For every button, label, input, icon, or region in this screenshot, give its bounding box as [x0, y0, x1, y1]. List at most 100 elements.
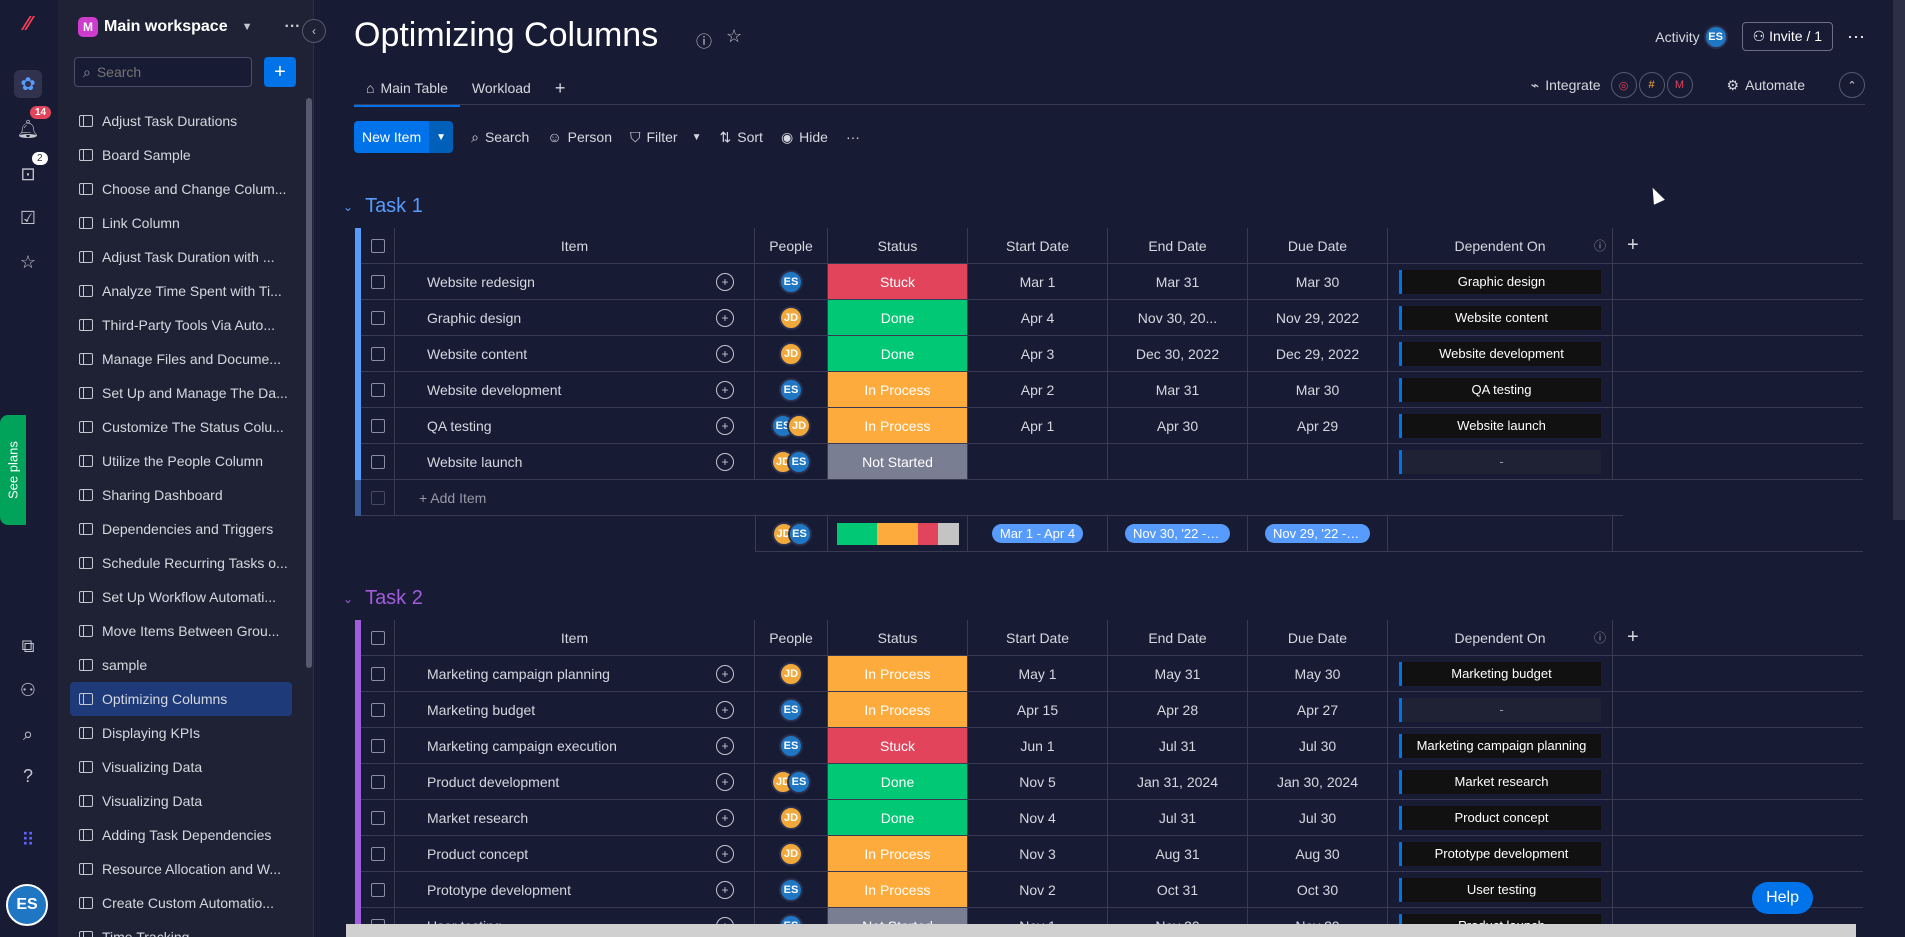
- invite-members-icon[interactable]: ⚇: [19, 679, 37, 700]
- start-date-cell[interactable]: Nov 2: [968, 872, 1108, 908]
- status-label[interactable]: Stuck: [828, 264, 967, 299]
- status-cell[interactable]: In Process: [828, 692, 968, 728]
- sort-button[interactable]: ⇅ Sort: [720, 129, 763, 146]
- end-date-cell[interactable]: Dec 30, 2022: [1108, 336, 1248, 372]
- column-header-item[interactable]: Item: [395, 620, 755, 656]
- dependency-chip[interactable]: Product concept: [1399, 805, 1601, 830]
- search-button[interactable]: ⌕ Search: [471, 129, 529, 146]
- row-checkbox[interactable]: [361, 336, 395, 372]
- column-header-people[interactable]: People: [755, 228, 828, 264]
- table-row[interactable]: Website content + JD Done Apr 3 Dec 30, 2022 D…: [355, 336, 1863, 372]
- status-label[interactable]: Stuck: [828, 728, 967, 763]
- monday-logo-icon[interactable]: ⁄⁄: [24, 12, 32, 35]
- start-date-cell[interactable]: Mar 1: [968, 264, 1108, 300]
- table-row[interactable]: Website launch + JD ES Not Started -: [355, 444, 1863, 480]
- due-date-cell[interactable]: Apr 27: [1248, 692, 1388, 728]
- more-toolbar-icon[interactable]: ···: [845, 129, 860, 145]
- column-header-item[interactable]: Item: [395, 228, 755, 264]
- add-update-icon[interactable]: +: [716, 452, 734, 471]
- item-name[interactable]: QA testing: [427, 417, 492, 434]
- tab-main-table[interactable]: ⌂ Main Table: [354, 72, 460, 107]
- status-label[interactable]: In Process: [828, 692, 967, 727]
- gmail-icon[interactable]: M: [1666, 72, 1693, 98]
- row-checkbox[interactable]: [361, 872, 395, 908]
- add-update-icon[interactable]: +: [716, 308, 734, 327]
- people-cell[interactable]: JD: [755, 800, 828, 836]
- person-avatar[interactable]: JD: [779, 805, 803, 830]
- item-name[interactable]: Marketing campaign execution: [427, 737, 617, 754]
- add-item-input[interactable]: + Add Item: [395, 480, 1623, 516]
- person-avatar[interactable]: ES: [779, 877, 803, 902]
- item-name-cell[interactable]: Marketing campaign planning +: [395, 656, 755, 692]
- hide-button[interactable]: ◉ Hide: [781, 129, 828, 146]
- row-checkbox[interactable]: [361, 656, 395, 692]
- dependency-chip[interactable]: Marketing budget: [1399, 661, 1601, 686]
- row-checkbox[interactable]: [361, 300, 395, 336]
- column-header-status[interactable]: Status: [828, 620, 968, 656]
- dependency-cell[interactable]: Prototype development: [1388, 836, 1613, 872]
- item-name-cell[interactable]: QA testing +: [395, 408, 755, 444]
- status-cell[interactable]: Done: [828, 800, 968, 836]
- dependency-cell[interactable]: Market research: [1388, 764, 1613, 800]
- checkbox[interactable]: [370, 418, 385, 433]
- item-name[interactable]: Website launch: [427, 453, 523, 470]
- more-options-icon[interactable]: ···: [284, 18, 301, 35]
- add-update-icon[interactable]: +: [716, 272, 734, 291]
- sidebar-search-input[interactable]: [96, 64, 237, 80]
- group-header-task2[interactable]: ⌄ Task 2: [343, 587, 423, 610]
- select-all-checkbox[interactable]: [361, 228, 395, 264]
- add-update-icon[interactable]: +: [716, 380, 734, 399]
- due-date-cell[interactable]: Aug 30: [1248, 836, 1388, 872]
- person-avatar[interactable]: ES: [787, 769, 811, 794]
- info-icon[interactable]: ⓘ: [696, 34, 713, 51]
- chevron-down-icon[interactable]: ⌄: [343, 199, 354, 214]
- sidebar-scrollbar[interactable]: [306, 98, 312, 668]
- people-cell[interactable]: JD: [755, 336, 828, 372]
- status-label[interactable]: In Process: [828, 872, 967, 907]
- column-header-dependent[interactable]: Dependent On ⓘ: [1388, 620, 1613, 656]
- start-date-cell[interactable]: Apr 2: [968, 372, 1108, 408]
- start-date-cell[interactable]: Nov 5: [968, 764, 1108, 800]
- person-avatar[interactable]: JD: [779, 661, 803, 686]
- status-cell[interactable]: Stuck: [828, 264, 968, 300]
- column-header-people[interactable]: People: [755, 620, 828, 656]
- due-date-cell[interactable]: Jul 30: [1248, 800, 1388, 836]
- dependency-cell[interactable]: Marketing campaign planning: [1388, 728, 1613, 764]
- due-date-cell[interactable]: Mar 30: [1248, 264, 1388, 300]
- info-icon[interactable]: ⓘ: [1593, 239, 1606, 253]
- item-name-cell[interactable]: Marketing campaign execution +: [395, 728, 755, 764]
- end-date-cell[interactable]: Oct 31: [1108, 872, 1248, 908]
- item-name-cell[interactable]: Prototype development +: [395, 872, 755, 908]
- favorites-icon[interactable]: ☆: [19, 251, 37, 272]
- start-date-cell[interactable]: Nov 4: [968, 800, 1108, 836]
- end-date-cell[interactable]: May 31: [1108, 656, 1248, 692]
- dependency-chip[interactable]: Market research: [1399, 769, 1601, 794]
- board-menu-icon[interactable]: ···: [1847, 26, 1865, 46]
- checkbox[interactable]: [370, 774, 385, 789]
- dependency-cell[interactable]: Website launch: [1388, 408, 1613, 444]
- table-row[interactable]: Marketing campaign planning + JD In Process…: [355, 656, 1863, 692]
- inbox-icon[interactable]: ⊡: [20, 163, 36, 184]
- column-header-dependent[interactable]: Dependent On ⓘ: [1388, 228, 1613, 264]
- status-label[interactable]: In Process: [828, 836, 967, 871]
- sidebar-item[interactable]: Schedule Recurring Tasks o...: [70, 546, 292, 580]
- end-date-cell[interactable]: Jan 31, 2024: [1108, 764, 1248, 800]
- person-avatar[interactable]: ES: [787, 449, 811, 474]
- table-row[interactable]: Website development + ES In Process Apr 2 Mar…: [355, 372, 1863, 408]
- horizontal-scrollbar[interactable]: [346, 924, 1856, 937]
- status-label[interactable]: Done: [828, 300, 967, 335]
- new-item-label[interactable]: New Item: [354, 121, 430, 153]
- people-cell[interactable]: JD ES: [755, 444, 828, 480]
- end-date-cell[interactable]: Mar 31: [1108, 372, 1248, 408]
- search-everything-icon[interactable]: ⌕: [22, 723, 34, 744]
- item-name[interactable]: Prototype development: [427, 881, 571, 898]
- column-header-status[interactable]: Status: [828, 228, 968, 264]
- item-name[interactable]: Website content: [427, 345, 528, 362]
- workspace-apps-icon[interactable]: ✿: [14, 70, 42, 98]
- table-row[interactable]: Product concept + JD In Process Nov 3 Aug 31 A…: [355, 836, 1863, 872]
- people-cell[interactable]: JD: [755, 836, 828, 872]
- sidebar-item[interactable]: Move Items Between Grou...: [70, 614, 292, 648]
- row-checkbox[interactable]: [361, 444, 395, 480]
- item-name[interactable]: Product concept: [427, 845, 529, 862]
- main-scrollbar[interactable]: [1893, 0, 1905, 520]
